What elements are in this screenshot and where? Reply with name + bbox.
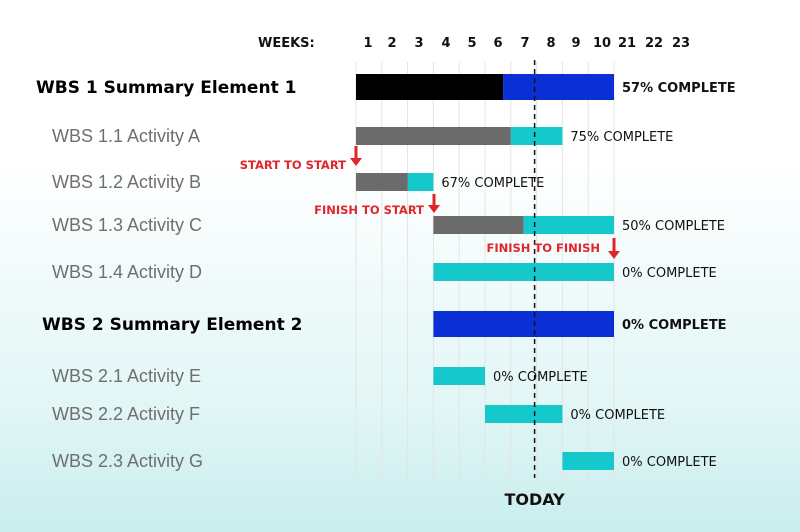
week-label-10: 10 <box>593 36 611 51</box>
activity-label-2: WBS 1.2 Activity B <box>52 172 201 192</box>
percent-label-5: 0% COMPLETE <box>622 318 727 333</box>
bar-remaining-8 <box>562 452 614 470</box>
bar-remaining-1 <box>510 127 563 145</box>
week-label-7: 7 <box>520 36 529 51</box>
percent-label-1: 75% COMPLETE <box>570 130 673 145</box>
activity-label-7: WBS 2.2 Activity F <box>52 404 200 424</box>
percent-label-7: 0% COMPLETE <box>570 408 665 423</box>
bar-remaining-7 <box>485 405 563 423</box>
today-label: TODAY <box>504 490 565 509</box>
activity-label-6: WBS 2.1 Activity E <box>52 366 201 386</box>
activity-label-1: WBS 1.1 Activity A <box>52 126 200 146</box>
dependency-label-1: FINISH TO START <box>314 203 424 217</box>
bar-remaining-2 <box>407 173 434 191</box>
activity-label-8: WBS 2.3 Activity G <box>52 451 203 471</box>
task-bars <box>356 74 614 470</box>
percent-label-6: 0% COMPLETE <box>493 370 588 385</box>
week-label-2: 2 <box>387 36 396 51</box>
week-label-4: 4 <box>441 36 450 51</box>
dependency-label-0: START TO START <box>240 158 346 172</box>
percent-label-8: 0% COMPLETE <box>622 455 717 470</box>
dependency-label-2: FINISH TO FINISH <box>486 241 600 255</box>
bar-complete-1 <box>356 127 511 145</box>
bar-complete-0 <box>356 74 504 100</box>
percent-label-0: 57% COMPLETE <box>622 81 736 96</box>
bar-remaining-3 <box>523 216 614 234</box>
week-label-9: 9 <box>571 36 580 51</box>
bar-remaining-5 <box>433 311 614 337</box>
week-label-5: 5 <box>467 36 476 51</box>
week-label-23: 23 <box>672 36 690 51</box>
week-label-3: 3 <box>414 36 423 51</box>
bar-remaining-4 <box>433 263 614 281</box>
week-label-1: 1 <box>363 36 372 51</box>
week-label-22: 22 <box>645 36 663 51</box>
week-label-6: 6 <box>493 36 502 51</box>
dependency-arrow-head-0 <box>350 158 362 166</box>
dependency-arrow-head-2 <box>608 251 620 259</box>
weeks-header-label: WEEKS: <box>258 36 315 51</box>
week-label-8: 8 <box>546 36 555 51</box>
bar-remaining-6 <box>433 367 485 385</box>
dependency-arrow-head-1 <box>428 205 440 213</box>
percent-label-3: 50% COMPLETE <box>622 219 725 234</box>
summary-label-0: WBS 1 Summary Element 1 <box>36 78 296 98</box>
week-tick-labels: 1 2 3 4 5 6 7 8 9 10 21 22 23 <box>363 36 690 51</box>
percent-label-2: 67% COMPLETE <box>441 176 544 191</box>
bar-complete-2 <box>356 173 408 191</box>
summary-label-5: WBS 2 Summary Element 2 <box>42 315 302 335</box>
activity-label-4: WBS 1.4 Activity D <box>52 262 202 282</box>
percent-complete-labels: 57% COMPLETE 75% COMPLETE 67% COMPLETE 50% … <box>441 81 735 470</box>
week-label-21: 21 <box>618 36 636 51</box>
dependency-markers: START TO START FINISH TO START FINISH TO F… <box>240 146 620 259</box>
percent-label-4: 0% COMPLETE <box>622 266 717 281</box>
task-labels: WBS 1 Summary Element 1 WBS 1.1 Activity … <box>36 78 302 471</box>
bar-remaining-0 <box>503 74 614 100</box>
activity-label-3: WBS 1.3 Activity C <box>52 215 202 235</box>
bar-complete-3 <box>433 216 524 234</box>
